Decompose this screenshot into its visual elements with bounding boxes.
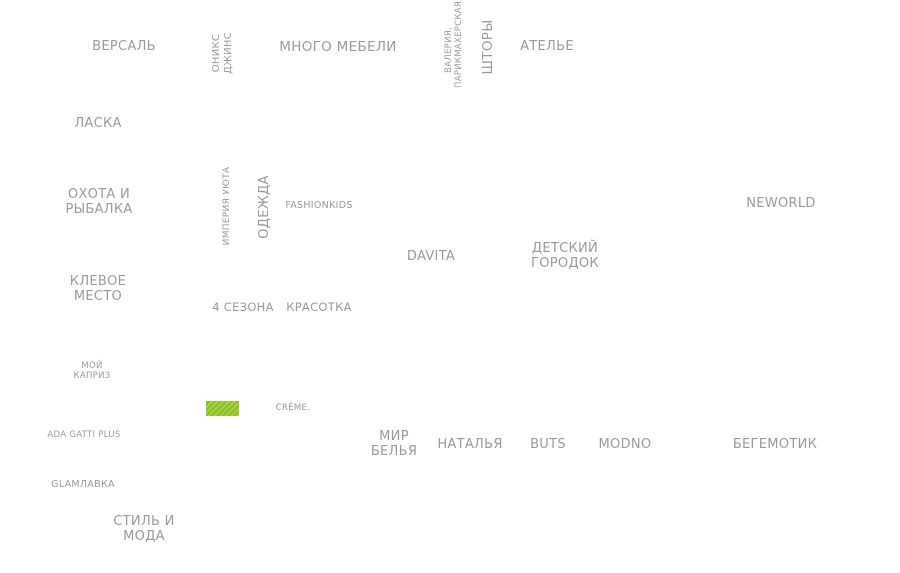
store-okhota-line1: ОХОТА И — [67, 187, 131, 202]
store-davita[interactable]: DAVITA — [406, 249, 456, 264]
store-4-sezona[interactable]: 4 СЕЗОНА — [212, 300, 274, 314]
store-buts[interactable]: BUTS — [530, 437, 566, 452]
store-mir-belya-line1: МИР — [379, 429, 409, 444]
store-mir-belya[interactable]: МИР БЕЛЬЯ — [362, 429, 426, 460]
store-imperiya-uyuta[interactable]: ИМПЕРИЯ УЮТА — [222, 166, 232, 246]
store-valeriya-salon[interactable]: ВАЛЕРИЯ, ПАРИКМАХЕРСКАЯ — [444, 0, 465, 88]
store-klevoe-mesto[interactable]: КЛЕВОЕ МЕСТО — [58, 274, 138, 305]
store-fashionkids[interactable]: FASHIONKIDS — [285, 200, 353, 211]
store-ada-gatti-plus[interactable]: ADA GATTI PLUS — [47, 430, 121, 440]
store-creme[interactable]: CRÈME. — [275, 403, 311, 413]
highlighted-store-block[interactable] — [206, 401, 239, 416]
store-oniks-jeans-line1: ОНИКС — [211, 33, 222, 73]
store-mir-belya-line2: БЕЛЬЯ — [370, 443, 418, 459]
store-modno[interactable]: MODNO — [598, 437, 652, 452]
store-begemotik[interactable]: БЕГЕМОТИК — [732, 437, 818, 452]
store-neworld[interactable]: NEWORLD — [746, 196, 816, 211]
store-oniks-jeans-line2: ДЖИНС — [222, 31, 234, 75]
store-detskiy-line1: ДЕТСКИЙ — [531, 241, 599, 256]
store-odezhda[interactable]: ОДЕЖДА — [257, 175, 272, 239]
store-glamlavka[interactable]: GLAMЛАВКА — [51, 479, 115, 490]
store-laska[interactable]: ЛАСКА — [74, 116, 122, 131]
store-valeriya-line2: ПАРИКМАХЕРСКАЯ — [453, 0, 464, 88]
store-krasotka[interactable]: КРАСОТКА — [286, 300, 352, 314]
store-detskiy-line2: ГОРОДОК — [531, 255, 599, 271]
store-versal[interactable]: ВЕРСАЛЬ — [92, 39, 156, 54]
store-atelye[interactable]: АТЕЛЬЕ — [520, 39, 574, 54]
store-oniks-jeans[interactable]: ОНИКС ДЖИНС — [211, 21, 237, 85]
store-stil-i-moda[interactable]: СТИЛЬ И МОДА — [104, 514, 184, 545]
store-shtory[interactable]: ШТОРЫ — [480, 19, 496, 75]
store-klevoe-line2: МЕСТО — [73, 288, 123, 304]
store-mnogo-mebeli[interactable]: МНОГО МЕБЕЛИ — [279, 39, 397, 55]
store-okhota-line2: РЫБАЛКА — [65, 201, 133, 217]
store-stil-line2: МОДА — [123, 528, 165, 544]
store-moy-kapriz-line1: МОЙ — [81, 361, 103, 371]
store-detskiy-gorodok[interactable]: ДЕТСКИЙ ГОРОДОК — [520, 241, 610, 272]
store-okhota-rybalka[interactable]: ОХОТА И РЫБАЛКА — [54, 187, 144, 218]
store-moy-kapriz[interactable]: МОЙ КАПРИЗ — [70, 361, 114, 382]
store-klevoe-line1: КЛЕВОЕ — [69, 274, 127, 289]
store-moy-kapriz-line2: КАПРИЗ — [73, 370, 111, 381]
store-natalya[interactable]: НАТАЛЬЯ — [437, 437, 503, 452]
store-stil-line1: СТИЛЬ И — [113, 514, 175, 529]
